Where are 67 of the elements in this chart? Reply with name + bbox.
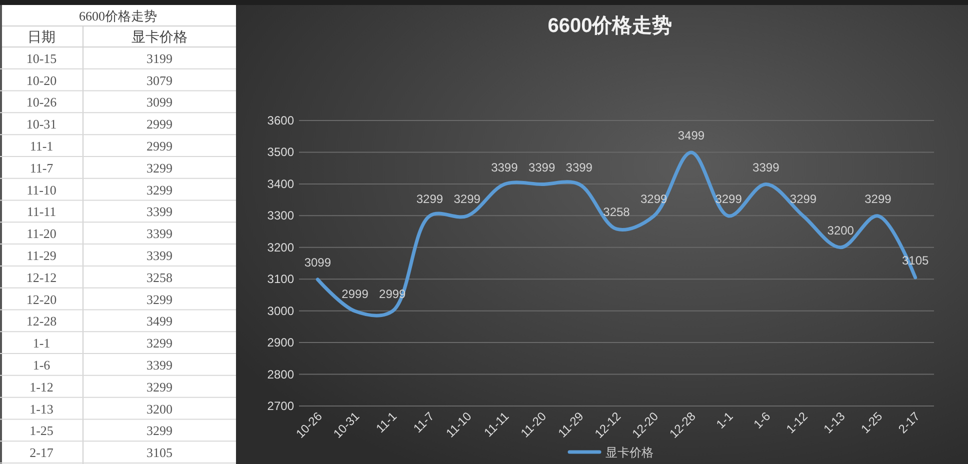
data-label: 3399 bbox=[146, 357, 172, 372]
category-label: 10-15 bbox=[26, 50, 57, 66]
data-label: 3399 bbox=[528, 160, 556, 174]
x-tick-label: 1-1 bbox=[714, 408, 736, 432]
text: 日期 bbox=[28, 30, 56, 46]
category-label: 11-1 bbox=[30, 138, 54, 154]
series-label: 显卡价格 bbox=[132, 30, 188, 46]
data-label: 3299 bbox=[146, 336, 172, 351]
category-label: 11-7 bbox=[30, 160, 54, 176]
x-tick-label: 11-1 bbox=[373, 409, 400, 436]
category-label: 1-6 bbox=[32, 357, 51, 372]
category-label: 2-17 bbox=[30, 445, 54, 460]
chart-title: 6600价格走势 bbox=[548, 15, 672, 37]
data-label: 2999 bbox=[146, 138, 172, 154]
data-label: 3299 bbox=[416, 192, 444, 206]
category-label: 10-20 bbox=[26, 72, 57, 88]
category-label: 12-28 bbox=[26, 314, 57, 329]
y-tick-label: 3600 bbox=[267, 114, 294, 128]
data-label: 3399 bbox=[752, 160, 780, 174]
data-label: 3105 bbox=[146, 445, 172, 460]
category-label: 12-20 bbox=[26, 292, 57, 307]
data-label: 3299 bbox=[146, 160, 172, 176]
data-label: 2999 bbox=[342, 287, 369, 302]
y-tick-label: 2700 bbox=[267, 399, 294, 413]
data-label: 3299 bbox=[146, 292, 172, 307]
data-label: 3399 bbox=[146, 226, 172, 242]
data-label: 3499 bbox=[146, 314, 172, 329]
text: 6600价格走势 bbox=[79, 8, 157, 24]
data-label: 3299 bbox=[146, 182, 172, 198]
category-label: 10-26 bbox=[26, 94, 58, 110]
data-label: 2999 bbox=[146, 116, 172, 132]
data-label: 3399 bbox=[146, 248, 172, 263]
category-label: 11-11 bbox=[26, 204, 56, 220]
data-label: 3299 bbox=[146, 379, 172, 394]
data-label: 3079 bbox=[146, 72, 172, 88]
category-label: 11-29 bbox=[26, 248, 56, 263]
data-label: 3399 bbox=[146, 204, 172, 220]
data-label: 3199 bbox=[146, 50, 172, 66]
category-label: 11-10 bbox=[26, 182, 56, 198]
category-label: 1-1 bbox=[32, 336, 50, 351]
data-label: 3299 bbox=[864, 192, 892, 206]
data-label: 3499 bbox=[678, 128, 705, 143]
data-label: 3399 bbox=[566, 160, 593, 174]
x-tick-label: 1-6 bbox=[750, 408, 774, 432]
data-label: 3299 bbox=[454, 192, 481, 206]
data-label: 3299 bbox=[146, 423, 172, 438]
y-tick-label: 3500 bbox=[267, 145, 294, 160]
data-label: 3399 bbox=[491, 160, 518, 174]
data-label: 3200 bbox=[827, 223, 854, 238]
category-label: 11-20 bbox=[26, 226, 56, 242]
y-tick-label: 3200 bbox=[267, 240, 294, 254]
data-label: 3299 bbox=[790, 192, 817, 206]
y-tick-label: 2900 bbox=[267, 336, 294, 350]
y-tick-label: 2800 bbox=[267, 367, 294, 382]
y-tick-label: 3000 bbox=[267, 304, 294, 318]
data-label: 3099 bbox=[304, 255, 332, 270]
data-label: 3200 bbox=[146, 401, 172, 416]
legend-label: 显卡价格 bbox=[606, 446, 654, 460]
y-tick-label: 3300 bbox=[267, 208, 294, 223]
data-label: 3099 bbox=[146, 94, 172, 110]
y-tick-label: 3400 bbox=[267, 176, 294, 191]
data-label: 3258 bbox=[146, 270, 172, 285]
category-label: 10-31 bbox=[26, 116, 57, 132]
y-tick-label: 3100 bbox=[267, 272, 294, 286]
category-label: 1-12 bbox=[30, 379, 54, 394]
data-label: 3258 bbox=[603, 204, 630, 219]
category-label: 12-12 bbox=[26, 270, 57, 285]
